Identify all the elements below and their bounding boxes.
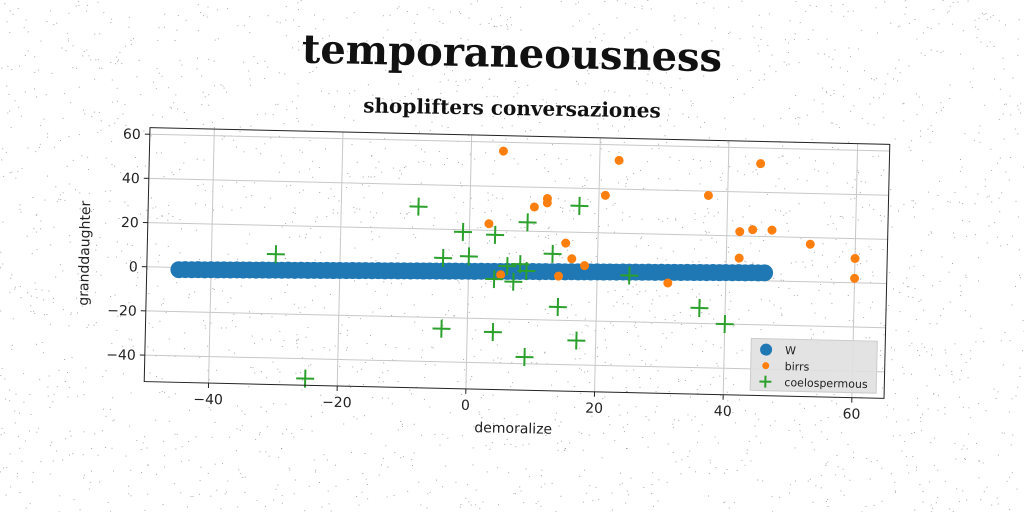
x-grid-line: [208, 129, 215, 384]
data-point: [484, 219, 494, 229]
data-point: [529, 202, 539, 212]
y-grid-line: [147, 222, 888, 240]
x-axis-label: demoralize: [474, 420, 552, 438]
data-point: [715, 315, 734, 334]
data-point: [600, 190, 610, 200]
y-grid-line: [148, 177, 889, 196]
x-tick-label: 40: [714, 404, 732, 420]
data-point: [703, 191, 713, 201]
data-point: [756, 159, 766, 169]
data-point: [504, 272, 523, 291]
x-tick-label: 20: [585, 401, 603, 417]
data-point: [434, 248, 453, 268]
data-point: [496, 270, 506, 280]
y-tick-label: −20: [107, 303, 137, 320]
data-point: [805, 239, 815, 249]
data-point: [542, 198, 552, 208]
data-point: [498, 146, 508, 156]
x-tick-label: 60: [842, 406, 860, 422]
data-point: [548, 297, 567, 317]
data-point: [296, 369, 315, 388]
legend-box: [749, 337, 878, 394]
data-point: [518, 213, 537, 232]
y-tick-label: 60: [123, 127, 141, 143]
data-point: [515, 348, 534, 367]
data-point: [620, 266, 639, 285]
plot-area: −40 −20 0 20 40 60 −40 −20 0 20 40 60 demoralize gr…: [76, 127, 891, 438]
data-point: [850, 273, 860, 283]
data-point: [850, 254, 860, 264]
y-tick-label: 20: [121, 215, 139, 231]
data-point: [561, 238, 571, 248]
x-tick-label: −20: [322, 395, 352, 412]
data-point: [483, 323, 502, 342]
y-tick-label: 40: [122, 171, 140, 187]
data-point: [498, 257, 517, 276]
data-point: [690, 298, 709, 318]
plot-frame: [143, 127, 891, 399]
legend-label: coelospermous: [784, 376, 868, 391]
x-grid-line: [336, 132, 344, 386]
y-grid-line: [149, 133, 890, 152]
data-point: [567, 331, 586, 350]
x-tick-label: −40: [193, 392, 223, 409]
data-point: [459, 247, 478, 266]
y-tick-label: −40: [106, 347, 136, 364]
data-point: [748, 225, 758, 235]
legend-label: birrs: [785, 360, 810, 374]
legend-marker: [762, 362, 770, 370]
data-point: [580, 261, 590, 271]
legend-label: W: [785, 344, 796, 357]
legend-marker: [759, 375, 772, 388]
series-2: [266, 196, 734, 388]
data-point: [735, 227, 745, 237]
data-point: [554, 271, 564, 281]
ticks: −40 −20 0 20 40 60 −40 −20 0 20 40 60: [106, 127, 860, 423]
data-point: [486, 225, 505, 244]
data-point: [767, 225, 777, 235]
data-point: [432, 319, 451, 338]
data-point: [756, 264, 774, 282]
y-axis-label: granddaughter: [76, 200, 94, 306]
data-point: [517, 261, 536, 280]
data-point: [266, 245, 285, 264]
y-tick-label: 0: [129, 259, 138, 275]
data-point: [663, 278, 673, 288]
data-point: [409, 197, 428, 216]
series-1: [484, 146, 860, 288]
legend-marker: [760, 343, 773, 356]
data-layer: [170, 146, 860, 388]
data-point: [570, 196, 589, 215]
data-point: [567, 254, 577, 264]
data-point: [543, 244, 562, 263]
y-grid-line: [145, 310, 886, 329]
x-tick-label: 0: [461, 398, 470, 414]
data-point: [485, 270, 504, 289]
data-point: [614, 155, 624, 165]
data-point: [734, 253, 744, 263]
data-point: [453, 222, 473, 241]
